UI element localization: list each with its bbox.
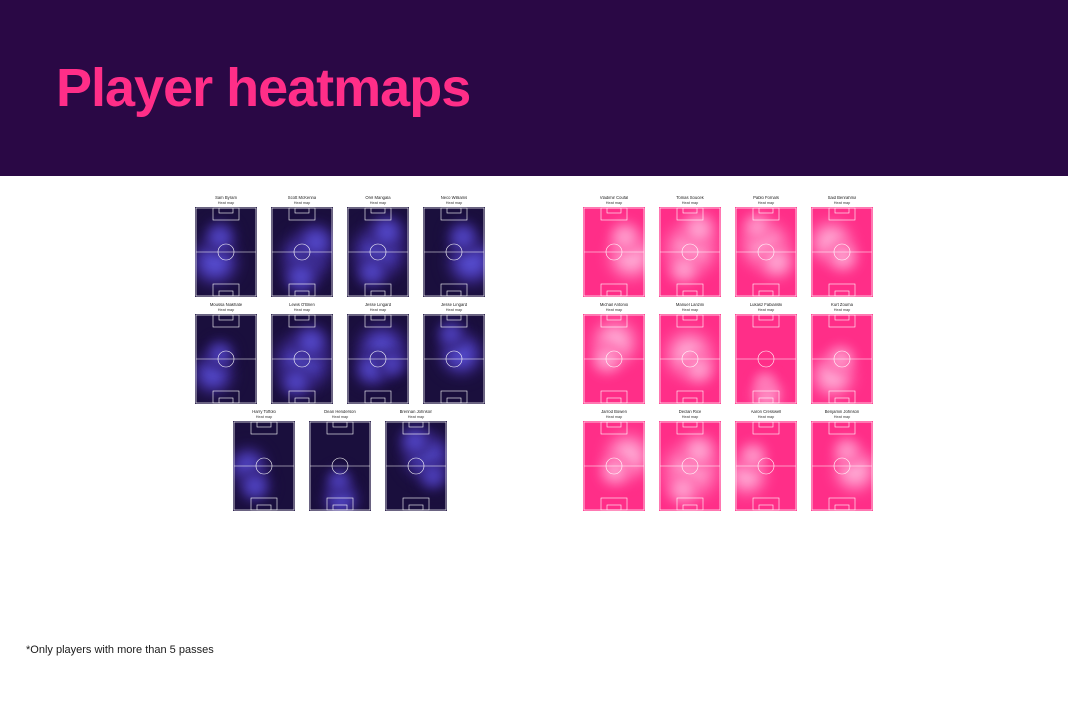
heatmap-card: Benjamin JohnsonHeat map — [807, 410, 877, 511]
heatmap-card: Brennan JohnsonHeat map — [381, 410, 451, 511]
pitch-heatmap — [659, 314, 721, 404]
page-title: Player heatmaps — [56, 57, 470, 119]
player-name-label: Tomas SoucekHeat map — [676, 196, 703, 206]
heatmap-card: Orel MangalaHeat map — [343, 196, 413, 297]
heatmap-card: Moussa NiakhateHeat map — [191, 303, 261, 404]
player-name-label: Benjamin JohnsonHeat map — [825, 410, 859, 420]
heatmap-card: Declan RiceHeat map — [655, 410, 725, 511]
player-name-label: Sam ByramHeat map — [215, 196, 237, 206]
heatmap-card: Lewis O'BrienHeat map — [267, 303, 337, 404]
player-name-label: Aaron CresswellHeat map — [751, 410, 782, 420]
player-name-label: Scott McKennaHeat map — [288, 196, 316, 206]
player-name-label: Pablo FornalsHeat map — [753, 196, 779, 206]
team-a-grid: Sam ByramHeat map Scott McKennaHeat map … — [191, 196, 489, 511]
heatmap-card: Jesse LingardHeat map — [343, 303, 413, 404]
heatmap-card: Sam ByramHeat map — [191, 196, 261, 297]
pitch-heatmap — [385, 421, 447, 511]
pitch-heatmap — [233, 421, 295, 511]
pitch-heatmap — [659, 207, 721, 297]
pitch-heatmap — [811, 421, 873, 511]
pitch-heatmap — [347, 314, 409, 404]
pitch-heatmap — [735, 421, 797, 511]
player-name-label: Vladimir CoufalHeat map — [600, 196, 628, 206]
heatmap-card: Manuel LanziniHeat map — [655, 303, 725, 404]
footnote-text: *Only players with more than 5 passes — [26, 644, 214, 656]
heatmap-card: Dean HendersonHeat map — [305, 410, 375, 511]
pitch-heatmap — [583, 207, 645, 297]
team-b-grid: Vladimir CoufalHeat map Tomas SoucekHeat… — [579, 196, 877, 511]
pitch-heatmap — [735, 314, 797, 404]
heatmap-content: Sam ByramHeat map Scott McKennaHeat map … — [0, 176, 1068, 511]
player-name-label: Kurt ZoumaHeat map — [831, 303, 853, 313]
heatmap-card: Vladimir CoufalHeat map — [579, 196, 649, 297]
pitch-heatmap — [423, 314, 485, 404]
pitch-heatmap — [811, 207, 873, 297]
heatmap-card: Kurt ZoumaHeat map — [807, 303, 877, 404]
player-name-label: Declan RiceHeat map — [679, 410, 702, 420]
player-name-label: Jesse LingardHeat map — [441, 303, 467, 313]
player-name-label: Orel MangalaHeat map — [365, 196, 390, 206]
heatmap-card: Aaron CresswellHeat map — [731, 410, 801, 511]
pitch-heatmap — [583, 421, 645, 511]
pitch-heatmap — [659, 421, 721, 511]
heatmap-card: Harry ToffoloHeat map — [229, 410, 299, 511]
player-name-label: Jesse LingardHeat map — [365, 303, 391, 313]
pitch-heatmap — [271, 314, 333, 404]
pitch-heatmap — [309, 421, 371, 511]
player-name-label: Moussa NiakhateHeat map — [210, 303, 242, 313]
pitch-heatmap — [583, 314, 645, 404]
player-name-label: Dean HendersonHeat map — [324, 410, 356, 420]
player-name-label: Said BenrahmaHeat map — [828, 196, 857, 206]
player-name-label: Lukasz FabianskiHeat map — [750, 303, 782, 313]
heatmap-card: Scott McKennaHeat map — [267, 196, 337, 297]
player-name-label: Brennan JohnsonHeat map — [400, 410, 433, 420]
heatmap-card: Pablo FornalsHeat map — [731, 196, 801, 297]
team-a-row3: Harry ToffoloHeat map Dean HendersonHeat… — [191, 410, 489, 511]
pitch-heatmap — [423, 207, 485, 297]
heatmap-card: Neco WilliamsHeat map — [419, 196, 489, 297]
heatmap-card: Michail AntonioHeat map — [579, 303, 649, 404]
heatmap-card: Said BenrahmaHeat map — [807, 196, 877, 297]
pitch-heatmap — [347, 207, 409, 297]
heatmap-card: Tomas SoucekHeat map — [655, 196, 725, 297]
pitch-heatmap — [271, 207, 333, 297]
pitch-heatmap — [195, 314, 257, 404]
heatmap-card: Jarrod BowenHeat map — [579, 410, 649, 511]
header-banner: Player heatmaps — [0, 0, 1068, 176]
pitch-heatmap — [811, 314, 873, 404]
player-name-label: Harry ToffoloHeat map — [252, 410, 276, 420]
heatmap-card: Jesse LingardHeat map — [419, 303, 489, 404]
player-name-label: Neco WilliamsHeat map — [441, 196, 468, 206]
player-name-label: Manuel LanziniHeat map — [676, 303, 704, 313]
pitch-heatmap — [735, 207, 797, 297]
player-name-label: Jarrod BowenHeat map — [601, 410, 627, 420]
heatmap-card: Lukasz FabianskiHeat map — [731, 303, 801, 404]
player-name-label: Michail AntonioHeat map — [600, 303, 628, 313]
player-name-label: Lewis O'BrienHeat map — [289, 303, 315, 313]
pitch-heatmap — [195, 207, 257, 297]
